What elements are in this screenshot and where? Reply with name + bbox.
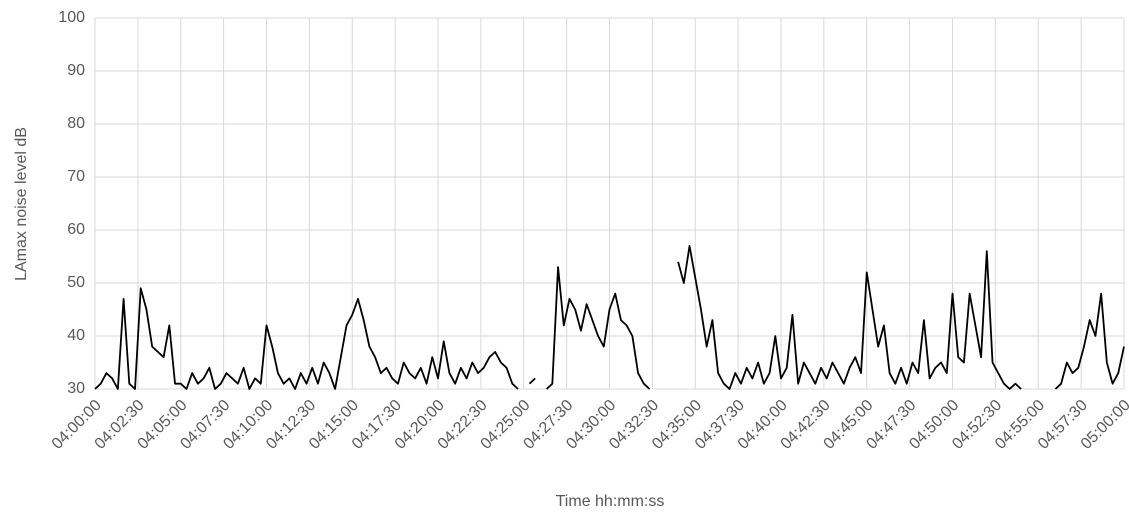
y-tick-label: 50: [67, 274, 85, 291]
y-tick-label: 60: [67, 221, 85, 238]
y-tick-label: 100: [58, 9, 85, 26]
x-axis-title: Time hh:mm:ss: [556, 493, 665, 510]
y-tick-label: 80: [67, 115, 85, 132]
y-tick-label: 90: [67, 62, 85, 79]
y-tick-label: 70: [67, 168, 85, 185]
y-tick-label: 40: [67, 327, 85, 344]
data-line: [94, 245, 1125, 390]
y-tick-label: 30: [67, 380, 85, 397]
y-axis-title: LAmax noise level dB: [13, 127, 30, 281]
